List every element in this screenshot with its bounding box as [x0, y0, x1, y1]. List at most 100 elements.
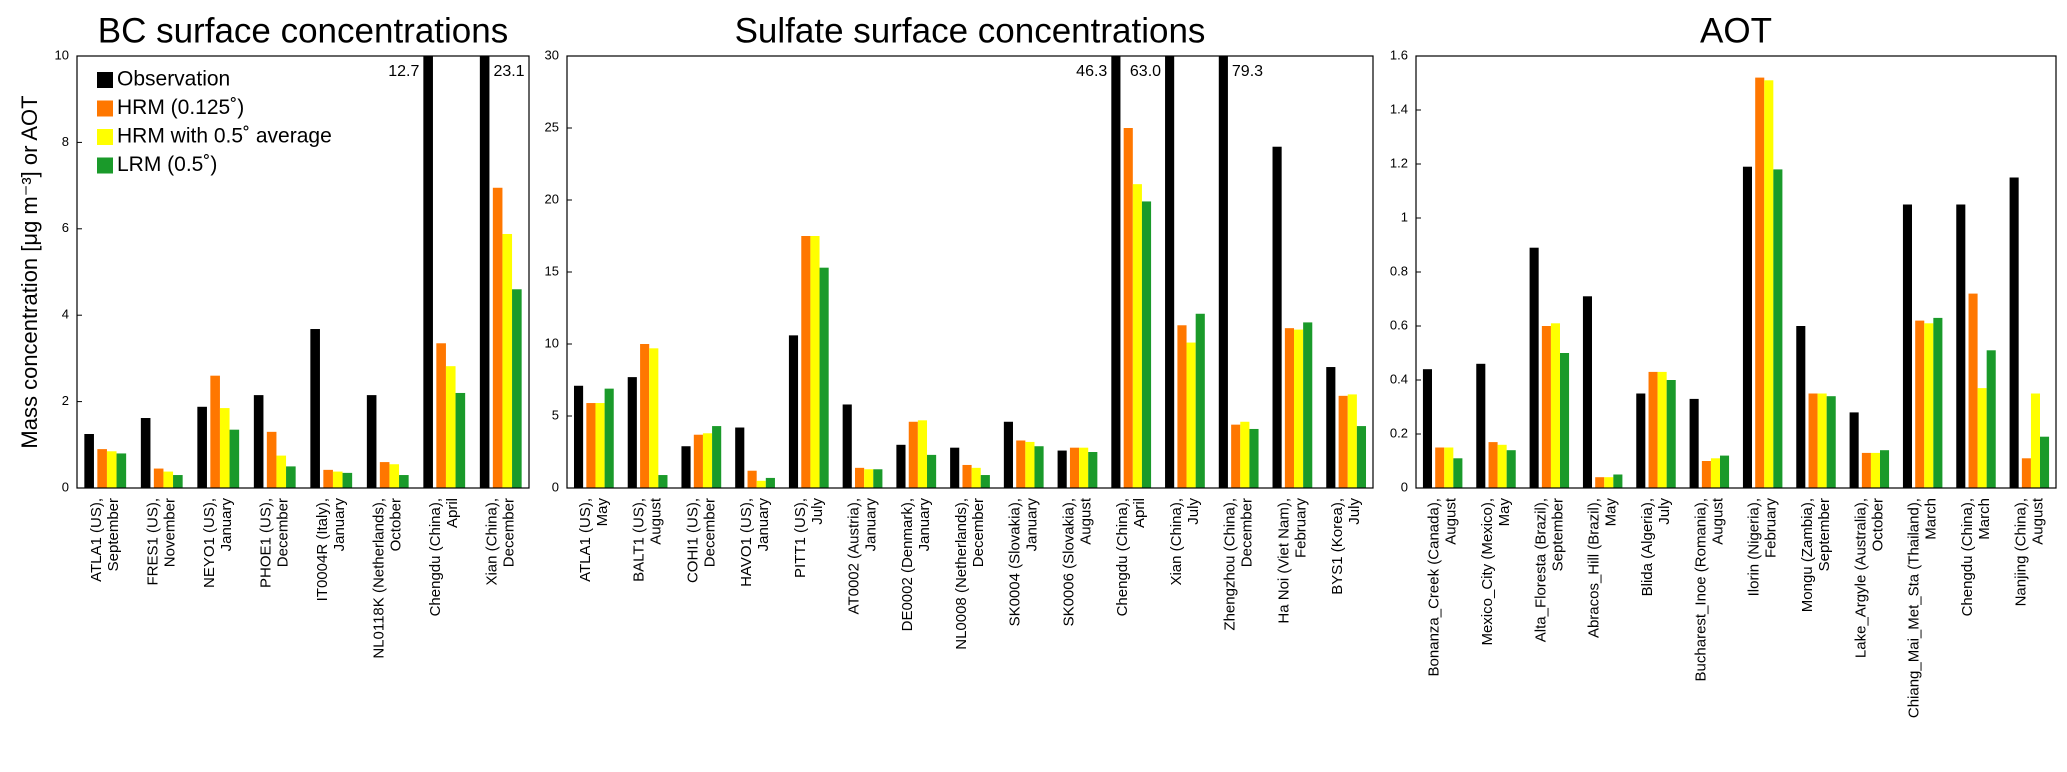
x-tick-label: August — [1077, 497, 1094, 545]
bar — [765, 477, 775, 488]
x-tick-label: PITT1 (US), — [792, 498, 809, 578]
y-tick-label: 0 — [1401, 479, 1408, 494]
y-tick-label: 1 — [1401, 209, 1408, 224]
bar — [455, 392, 466, 488]
bar — [502, 233, 513, 488]
bar — [681, 446, 691, 488]
x-tick-label: ATLA1 (US), — [88, 498, 105, 582]
bar — [1347, 394, 1357, 488]
bar — [1111, 56, 1121, 488]
bar — [1240, 421, 1250, 488]
bar — [573, 385, 584, 488]
x-tick-label: September — [1816, 498, 1833, 571]
legend-label: LRM (0.5˚) — [117, 153, 217, 176]
bar — [1933, 317, 1943, 488]
bar — [1195, 313, 1205, 488]
bar — [819, 267, 829, 488]
bar — [323, 469, 333, 488]
bar — [842, 404, 852, 488]
bar — [627, 377, 637, 488]
bar — [1924, 323, 1934, 488]
bar — [1186, 342, 1196, 488]
value-label: 23.1 — [493, 63, 524, 80]
bar — [1303, 322, 1313, 488]
bar — [1582, 296, 1592, 488]
bar — [310, 329, 320, 488]
bar — [1648, 371, 1658, 488]
bar — [1165, 56, 1175, 488]
x-tick-label: December — [275, 498, 292, 567]
bar — [1123, 128, 1133, 488]
bar — [908, 421, 918, 488]
value-label: 63.0 — [1130, 63, 1161, 80]
bar — [1272, 146, 1282, 488]
bar — [1880, 450, 1890, 488]
y-tick-label: 4 — [62, 307, 69, 322]
x-tick-label: AT0002 (Austria), — [846, 498, 863, 614]
x-tick-label: January — [916, 498, 933, 552]
x-tick-label: December — [970, 498, 987, 567]
panel: BC surface concentrations 0 2 4 6 8 10 ATLA1 (U… — [17, 11, 530, 659]
value-label: 79.3 — [1232, 63, 1263, 80]
x-tick-label: July — [1185, 498, 1202, 525]
bar — [1870, 452, 1880, 488]
panel: Sulfate surface concentrations 0 5 10 15 20 25… — [545, 11, 1374, 650]
bar — [712, 426, 722, 488]
x-tick-label: October — [1869, 498, 1886, 551]
bar — [1294, 329, 1304, 488]
x-tick-label: Chengdu (China), — [1114, 498, 1131, 616]
bar — [266, 431, 277, 488]
x-tick-label: Abracos_Hill (Brazil), — [1586, 498, 1603, 638]
bar — [2030, 393, 2040, 488]
bar — [210, 375, 220, 488]
bar — [1057, 450, 1067, 488]
y-tick-label: 5 — [552, 407, 559, 422]
x-tick-label: Xian (China), — [1168, 498, 1185, 586]
bar — [1742, 166, 1752, 488]
legend-swatch — [97, 100, 113, 117]
bar — [229, 429, 240, 488]
y-tick-label: 8 — [62, 134, 69, 149]
bar — [423, 56, 433, 488]
bar — [1476, 363, 1486, 488]
bar — [1604, 477, 1614, 488]
x-tick-label: Lake_Argyle (Australia), — [1852, 498, 1869, 658]
bar — [1657, 371, 1667, 488]
x-tick-label: COHI1 (US), — [684, 498, 701, 583]
x-tick-label: August — [2029, 497, 2046, 545]
x-tick-label: January — [755, 498, 772, 552]
bar — [389, 464, 400, 488]
x-tick-label: Xian (China), — [484, 498, 501, 586]
bar — [1755, 77, 1765, 488]
bar — [1034, 446, 1044, 488]
x-tick-label: SK0006 (Slovakia), — [1060, 498, 1077, 626]
bar — [1796, 326, 1806, 488]
legend-label: HRM with 0.5˚ average — [117, 125, 332, 148]
x-tick-label: Bonanza_Creek (Canada), — [1426, 498, 1443, 676]
y-axis-label: Mass concentration [μg m⁻³] or AOT — [17, 95, 42, 448]
x-tick-label: Mongu (Zambia), — [1799, 498, 1816, 612]
bar — [116, 453, 127, 488]
bars — [573, 56, 1367, 488]
chart-title: Sulfate surface concentrations — [735, 11, 1206, 50]
x-tick-label: October — [388, 498, 405, 551]
x-tick-label: February — [1292, 498, 1309, 559]
bar — [1326, 367, 1336, 488]
x-tick-label: DE0002 (Denmark), — [899, 498, 916, 631]
y-tick-label: 10 — [55, 47, 69, 62]
bar — [962, 464, 972, 488]
bar — [640, 344, 650, 488]
x-tick-label: July — [1656, 498, 1673, 525]
bar — [693, 434, 703, 488]
bar — [2021, 458, 2031, 488]
x-tick-label: August — [648, 497, 665, 545]
bar — [1849, 412, 1859, 488]
x-tick-label: April — [444, 498, 461, 528]
x-tick-label: Blida (Algeria), — [1639, 498, 1656, 596]
legend-swatch — [97, 72, 113, 88]
bar — [140, 418, 151, 488]
y-tick-label: 1.6 — [1390, 47, 1408, 62]
value-label: 46.3 — [1076, 63, 1107, 80]
x-tick-label: NEYO1 (US), — [201, 498, 218, 588]
bar — [649, 348, 659, 488]
